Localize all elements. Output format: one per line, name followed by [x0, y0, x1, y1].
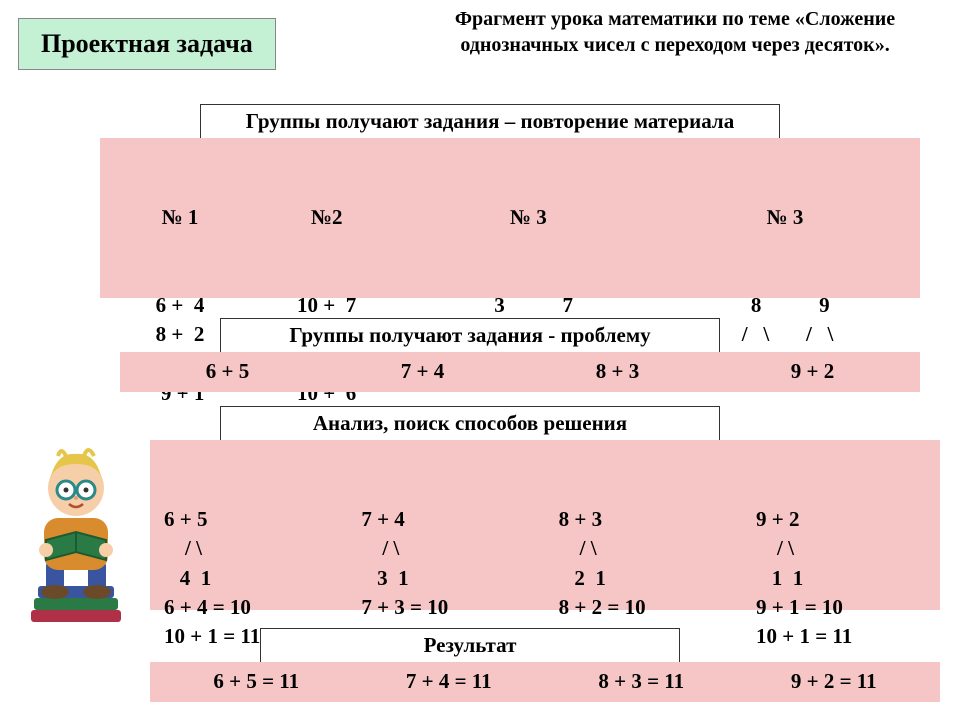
group-label: № 3 [670, 203, 900, 232]
section1-header-text: Группы получают задания – повторение мат… [246, 109, 734, 133]
section2-block: 6 + 5 7 + 4 8 + 3 9 + 2 [120, 352, 920, 392]
group-label: № 1 [120, 203, 240, 232]
section2-header-text: Группы получают задания - проблему [289, 323, 650, 347]
result-item: 8 + 3 = 11 [598, 667, 684, 696]
title-text: Проектная задача [41, 29, 253, 58]
group-label: №2 [267, 203, 387, 232]
section1-header: Группы получают задания – повторение мат… [200, 104, 780, 139]
section4-block: 6 + 5 = 11 7 + 4 = 11 8 + 3 = 11 9 + 2 =… [150, 662, 940, 702]
group-label: № 3 [413, 203, 643, 232]
section2-item: 9 + 2 [791, 357, 834, 386]
subtitle: Фрагмент урока математики по теме «Сложе… [400, 6, 950, 58]
section1-block: № 1 6 + 4 8 + 2 7 + 3 9 + 1 №2 10 + 7 10… [100, 138, 920, 298]
result-item: 7 + 4 = 11 [406, 667, 492, 696]
section2-item: 8 + 3 [596, 357, 639, 386]
section3-block: 6 + 5 / \ 4 1 6 + 4 = 10 10 + 1 = 11 7 +… [150, 440, 940, 610]
section2-header: Группы получают задания - проблему [220, 318, 720, 353]
section3-header: Анализ, поиск способов решения [220, 406, 720, 441]
student-icon [6, 440, 146, 640]
section4-header-text: Результат [424, 633, 517, 657]
section4-header: Результат [260, 628, 680, 663]
subtitle-text: Фрагмент урока математики по теме «Сложе… [455, 8, 895, 56]
section2-item: 7 + 4 [401, 357, 444, 386]
result-item: 9 + 2 = 11 [791, 667, 877, 696]
analysis-body: 9 + 2 / \ 1 1 9 + 1 = 10 10 + 1 = 11 [756, 505, 926, 652]
title-box: Проектная задача [18, 18, 276, 70]
section3-header-text: Анализ, поиск способов решения [313, 411, 627, 435]
result-item: 6 + 5 = 11 [213, 667, 299, 696]
section2-item: 6 + 5 [206, 357, 249, 386]
